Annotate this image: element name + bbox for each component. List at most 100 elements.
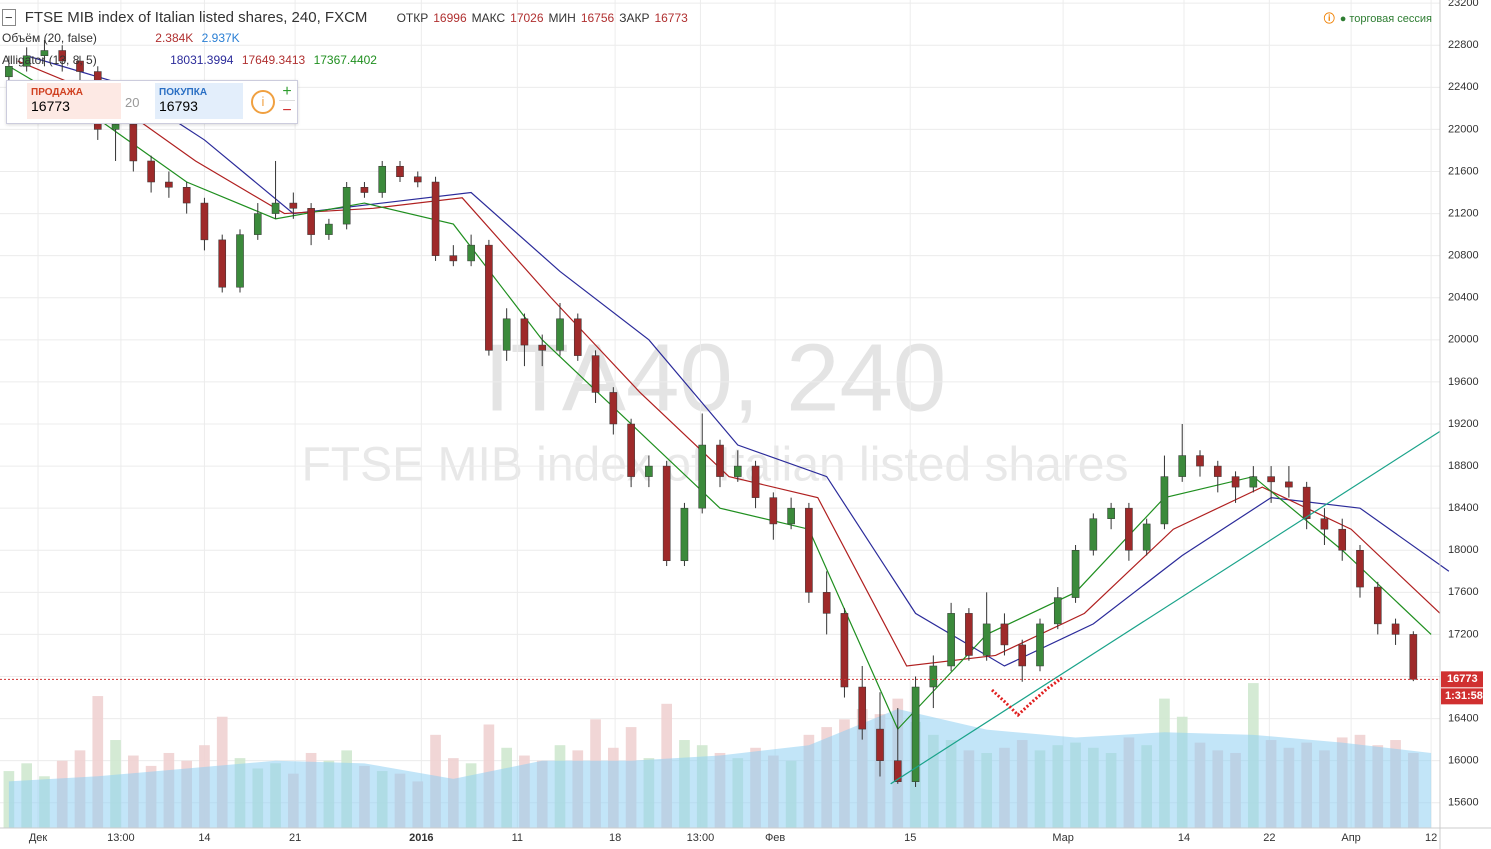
- candle-body: [1302, 486, 1311, 519]
- x-tick-label: 18: [609, 832, 621, 844]
- x-tick-label: 13:00: [687, 832, 715, 844]
- candle-body: [733, 465, 742, 477]
- ohlc-stats: ОТКР 16996 МАКС 17026 МИН 16756 ЗАКР 16773: [397, 11, 693, 25]
- stat-value: 16773: [654, 11, 688, 25]
- countdown-box: [1441, 688, 1483, 705]
- candle-body: [413, 176, 422, 183]
- x-tick-label: Фев: [765, 832, 785, 844]
- stat-label: ОТКР: [396, 11, 429, 25]
- volume-bar: [92, 696, 104, 828]
- stat-value: 17026: [510, 11, 544, 25]
- alligator-jaw: 18031.3994: [170, 53, 234, 67]
- candle-body: [982, 623, 991, 656]
- candle-body: [1160, 476, 1169, 525]
- y-tick-label: 17600: [1448, 586, 1479, 598]
- candle-body: [929, 665, 938, 688]
- countdown-label: 1:31:58: [1445, 690, 1483, 702]
- x-tick-label: Мар: [1052, 832, 1074, 844]
- alligator-teeth: 17649.3413: [241, 53, 306, 67]
- y-tick-label: 22400: [1448, 81, 1479, 93]
- sell-price: 16773: [31, 98, 70, 114]
- volume-ma-area: [8, 708, 1432, 828]
- candle-body: [627, 423, 635, 477]
- candle-body: [396, 165, 404, 178]
- candle-body: [556, 318, 564, 351]
- candle-body: [1267, 476, 1275, 483]
- candle-body: [485, 244, 493, 351]
- candle-body: [591, 355, 600, 393]
- candle-body: [1196, 455, 1204, 467]
- candle-body: [360, 187, 369, 193]
- x-tick-label: 22: [1263, 832, 1275, 844]
- y-tick-label: 18400: [1448, 502, 1479, 514]
- x-tick-label: 11: [512, 832, 523, 844]
- y-tick-label: 20000: [1448, 334, 1479, 346]
- buy-label: ПОКУПКА: [159, 87, 208, 98]
- candle-body: [1178, 455, 1187, 477]
- y-tick-label: 18000: [1448, 544, 1479, 556]
- candle-body: [876, 728, 884, 761]
- candle-body: [965, 613, 973, 656]
- candle-body: [1018, 644, 1027, 667]
- stat-label: МАКС: [471, 11, 506, 25]
- candle-body: [1338, 528, 1347, 551]
- y-tick-label: 19600: [1448, 376, 1479, 388]
- collapse-icon[interactable]: −: [2, 9, 16, 26]
- candle-body: [253, 213, 262, 235]
- candle-body: [449, 255, 458, 262]
- candle-body: [1356, 549, 1364, 588]
- volume-legend: Объём (20, false) 2.384K 2.937K: [2, 31, 245, 45]
- session-status: ⓘ ● торговая сессия: [1323, 13, 1432, 25]
- volume-ma-value: 2.937K: [201, 31, 240, 45]
- candle-body: [236, 234, 244, 288]
- candle-body: [129, 123, 138, 162]
- warning-icon[interactable]: ⓘ: [1323, 13, 1335, 25]
- candle-body: [342, 187, 351, 225]
- info-button[interactable]: i: [251, 90, 275, 114]
- session-label: торговая сессия: [1349, 13, 1432, 25]
- y-tick-label: 17200: [1448, 628, 1479, 640]
- spread: 20: [125, 95, 140, 110]
- buy-button[interactable]: ПОКУПКА 16793: [155, 83, 243, 119]
- x-tick-label: 12: [1425, 832, 1437, 844]
- trade-widget: ПРОДАЖА 16773 20 ПОКУПКА 16793 i + −: [6, 80, 298, 124]
- candle-body: [1231, 476, 1240, 488]
- sell-button[interactable]: ПРОДАЖА 16773: [27, 83, 121, 119]
- candle-body: [645, 465, 653, 477]
- candle-body: [1142, 523, 1151, 551]
- candle-body: [893, 760, 902, 782]
- candle-body: [538, 344, 547, 351]
- candle-body: [716, 444, 724, 477]
- candle-body: [5, 66, 13, 78]
- candle-body: [1107, 507, 1115, 519]
- plus-button[interactable]: +: [279, 83, 295, 101]
- stat-value: 16996: [433, 11, 467, 25]
- candle-body: [1125, 507, 1133, 551]
- candle-body: [289, 202, 298, 209]
- last-price-box: [1441, 671, 1483, 688]
- candle-body: [1249, 476, 1258, 488]
- buy-price: 16793: [159, 98, 198, 114]
- x-tick-label: 21: [289, 832, 301, 844]
- x-tick-label: 13:00: [107, 832, 135, 844]
- candle-body: [1409, 634, 1418, 680]
- y-tick-label: 21600: [1448, 165, 1479, 177]
- candle-body: [822, 592, 831, 614]
- candle-body: [609, 392, 618, 425]
- y-tick-label: 21200: [1448, 207, 1479, 219]
- alligator-label: Alligator (13, 8, 5): [2, 53, 97, 67]
- candle-body: [467, 244, 475, 262]
- y-tick-label: 23200: [1448, 0, 1479, 9]
- candle-body: [751, 465, 760, 498]
- candle-body: [502, 318, 511, 351]
- sell-label: ПРОДАЖА: [31, 87, 83, 98]
- minus-button[interactable]: −: [282, 102, 292, 119]
- y-tick-label: 15600: [1448, 797, 1479, 809]
- candle-body: [947, 613, 955, 667]
- watermark-name: FTSE MIB index of Italian listed shares: [301, 439, 1128, 492]
- candle-body: [58, 50, 67, 62]
- volume-value: 2.384K: [155, 31, 194, 45]
- volume-label: Объём (20, false): [2, 31, 97, 45]
- x-tick-label: 2016: [409, 832, 433, 844]
- candle-body: [840, 613, 849, 688]
